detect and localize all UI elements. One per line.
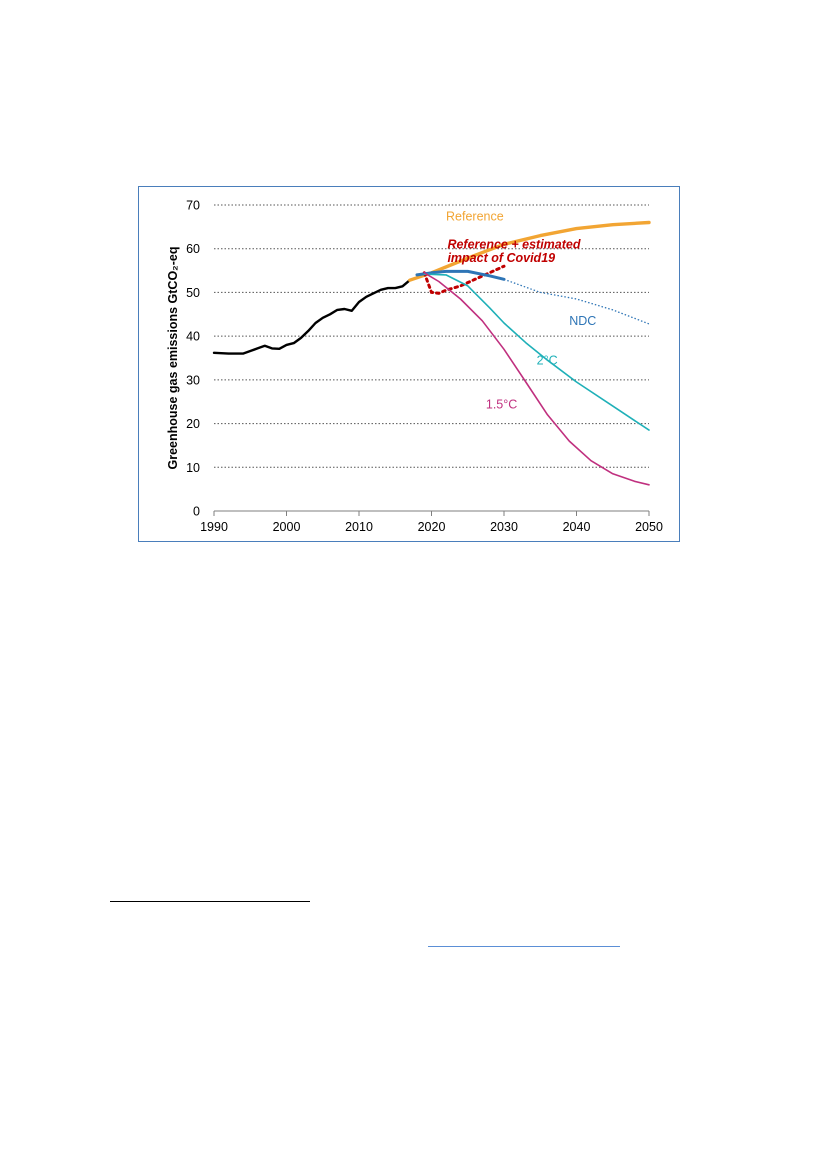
annotation-label-5: 1.5°C: [486, 397, 517, 411]
footnote-separator: [110, 901, 310, 902]
series-layer: [212, 220, 651, 486]
series-line-ndc-projection: [503, 278, 650, 325]
y-tick-label-0: 0: [193, 505, 200, 519]
series-line-reference: [408, 220, 651, 282]
annotation-label-3: NDC: [569, 314, 596, 328]
y-tick-label-40: 40: [186, 330, 200, 344]
y-tick-label-30: 30: [186, 373, 200, 387]
x-tick-label-2020: 2020: [418, 520, 446, 534]
series-line-2-c: [423, 273, 650, 431]
y-tick-label-70: 70: [186, 199, 200, 213]
series-line-historical: [212, 279, 411, 355]
x-tick-label-1990: 1990: [200, 520, 228, 534]
series-line-ndc: [415, 269, 506, 281]
y-tick-label-50: 50: [186, 286, 200, 300]
footnote-link-underline: [428, 946, 620, 947]
x-tick-label-2050: 2050: [635, 520, 663, 534]
annotation-label-2: impact of Covid19: [447, 251, 555, 265]
emissions-line-chart: Greenhouse gas emissions GtCO₂-eq 010203…: [166, 199, 663, 535]
x-tick-label-2040: 2040: [563, 520, 591, 534]
annotation-label-0: Reference: [446, 209, 504, 223]
series-line-1-5-c: [423, 272, 650, 486]
chart-frame: Greenhouse gas emissions GtCO₂-eq 0 10 20 3…: [138, 186, 680, 542]
y-tick-label-10: 10: [186, 461, 200, 475]
annotation-label-4: 2°C: [537, 354, 558, 368]
y-axis-title: Greenhouse gas emissions GtCO₂-eq: [166, 247, 180, 470]
y-tick-label-60: 60: [186, 242, 200, 256]
annotation-label-1: Reference + estimated: [447, 238, 580, 252]
x-tick-label-2000: 2000: [273, 520, 301, 534]
x-tick-label-2010: 2010: [345, 520, 373, 534]
x-tick-label-2030: 2030: [490, 520, 518, 534]
gridlines: [214, 204, 649, 468]
y-tick-label-20: 20: [186, 417, 200, 431]
